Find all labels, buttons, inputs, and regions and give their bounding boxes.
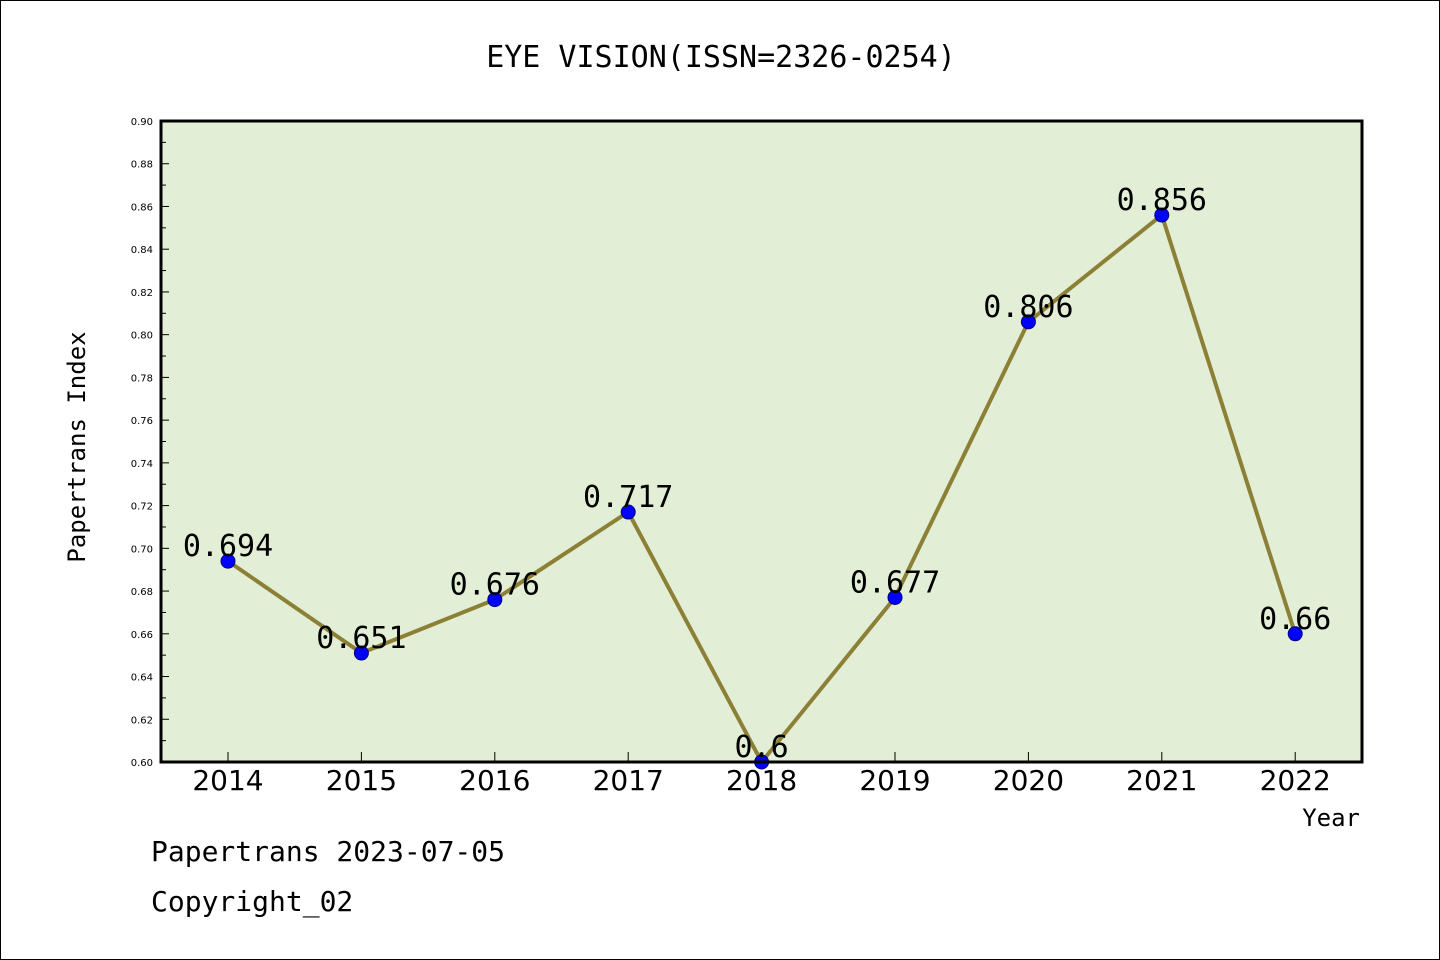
footer-date-text: Papertrans 2023-07-05 — [151, 835, 506, 868]
y-tick-label: 0.80 — [131, 331, 153, 342]
series-group: 0.694 0.651 0.676 0.717 0.6 0.677 0.806 0.856 0.… — [183, 183, 1331, 770]
x-tick-label: 2016 — [459, 764, 530, 797]
data-point-marker — [620, 504, 636, 520]
y-tick-label: 0.88 — [131, 160, 153, 171]
data-label: 0.856 — [1117, 183, 1207, 218]
y-tick-label: 0.68 — [131, 587, 153, 598]
x-tick-label: 2022 — [1260, 764, 1331, 797]
y-tick-label: 0.76 — [131, 416, 153, 427]
plot-frame — [159, 119, 1364, 764]
data-point-marker — [220, 553, 236, 569]
data-label: 0.676 — [450, 568, 540, 603]
y-axis: 0.60 0.62 0.64 0.66 0.68 0.70 0.72 0.74 0.76 0.78… — [131, 117, 169, 769]
data-point-marker — [887, 589, 903, 605]
x-tick-label: 2020 — [993, 764, 1064, 797]
y-tick-label: 0.84 — [131, 245, 153, 256]
data-label: 0.717 — [583, 480, 673, 515]
data-point-marker — [1020, 314, 1036, 330]
data-point-marker — [353, 645, 369, 661]
y-tick-label: 0.74 — [131, 459, 153, 470]
x-tick-label: 2017 — [593, 764, 664, 797]
y-tick-label: 0.86 — [131, 202, 153, 213]
data-point-marker — [487, 592, 503, 608]
data-point-marker — [1287, 626, 1303, 642]
y-axis-title: Papertrans Index — [63, 331, 91, 562]
data-label: 0.66 — [1259, 602, 1331, 637]
y-tick-label: 0.78 — [131, 373, 153, 384]
y-tick-label: 0.60 — [131, 758, 153, 769]
y-tick-label: 0.66 — [131, 630, 153, 641]
footer-copyright-text: Copyright_02 — [151, 885, 354, 918]
data-label: 0.694 — [183, 529, 273, 564]
data-label: 0.651 — [316, 621, 406, 656]
data-label: 0.677 — [850, 565, 940, 600]
y-tick-label: 0.90 — [131, 117, 153, 128]
chart-title: EYE VISION(ISSN=2326-0254) — [486, 40, 956, 75]
y-tick-label: 0.82 — [131, 288, 153, 299]
x-tick-label: 2021 — [1126, 764, 1197, 797]
x-axis: 2014 2015 2016 2017 2018 2019 2020 2021 2022 — [192, 752, 1331, 797]
x-tick-label: 2015 — [326, 764, 397, 797]
data-label: 0.806 — [983, 290, 1073, 325]
y-tick-label: 0.62 — [131, 715, 153, 726]
data-point-marker — [1154, 207, 1170, 223]
data-label: 0.6 — [735, 730, 789, 765]
y-tick-label: 0.64 — [131, 673, 153, 684]
x-axis-title: Year — [1302, 804, 1360, 832]
y-tick-label: 0.72 — [131, 502, 153, 513]
y-tick-label: 0.70 — [131, 544, 153, 555]
x-tick-label: 2019 — [859, 764, 930, 797]
x-tick-label: 2014 — [192, 764, 263, 797]
